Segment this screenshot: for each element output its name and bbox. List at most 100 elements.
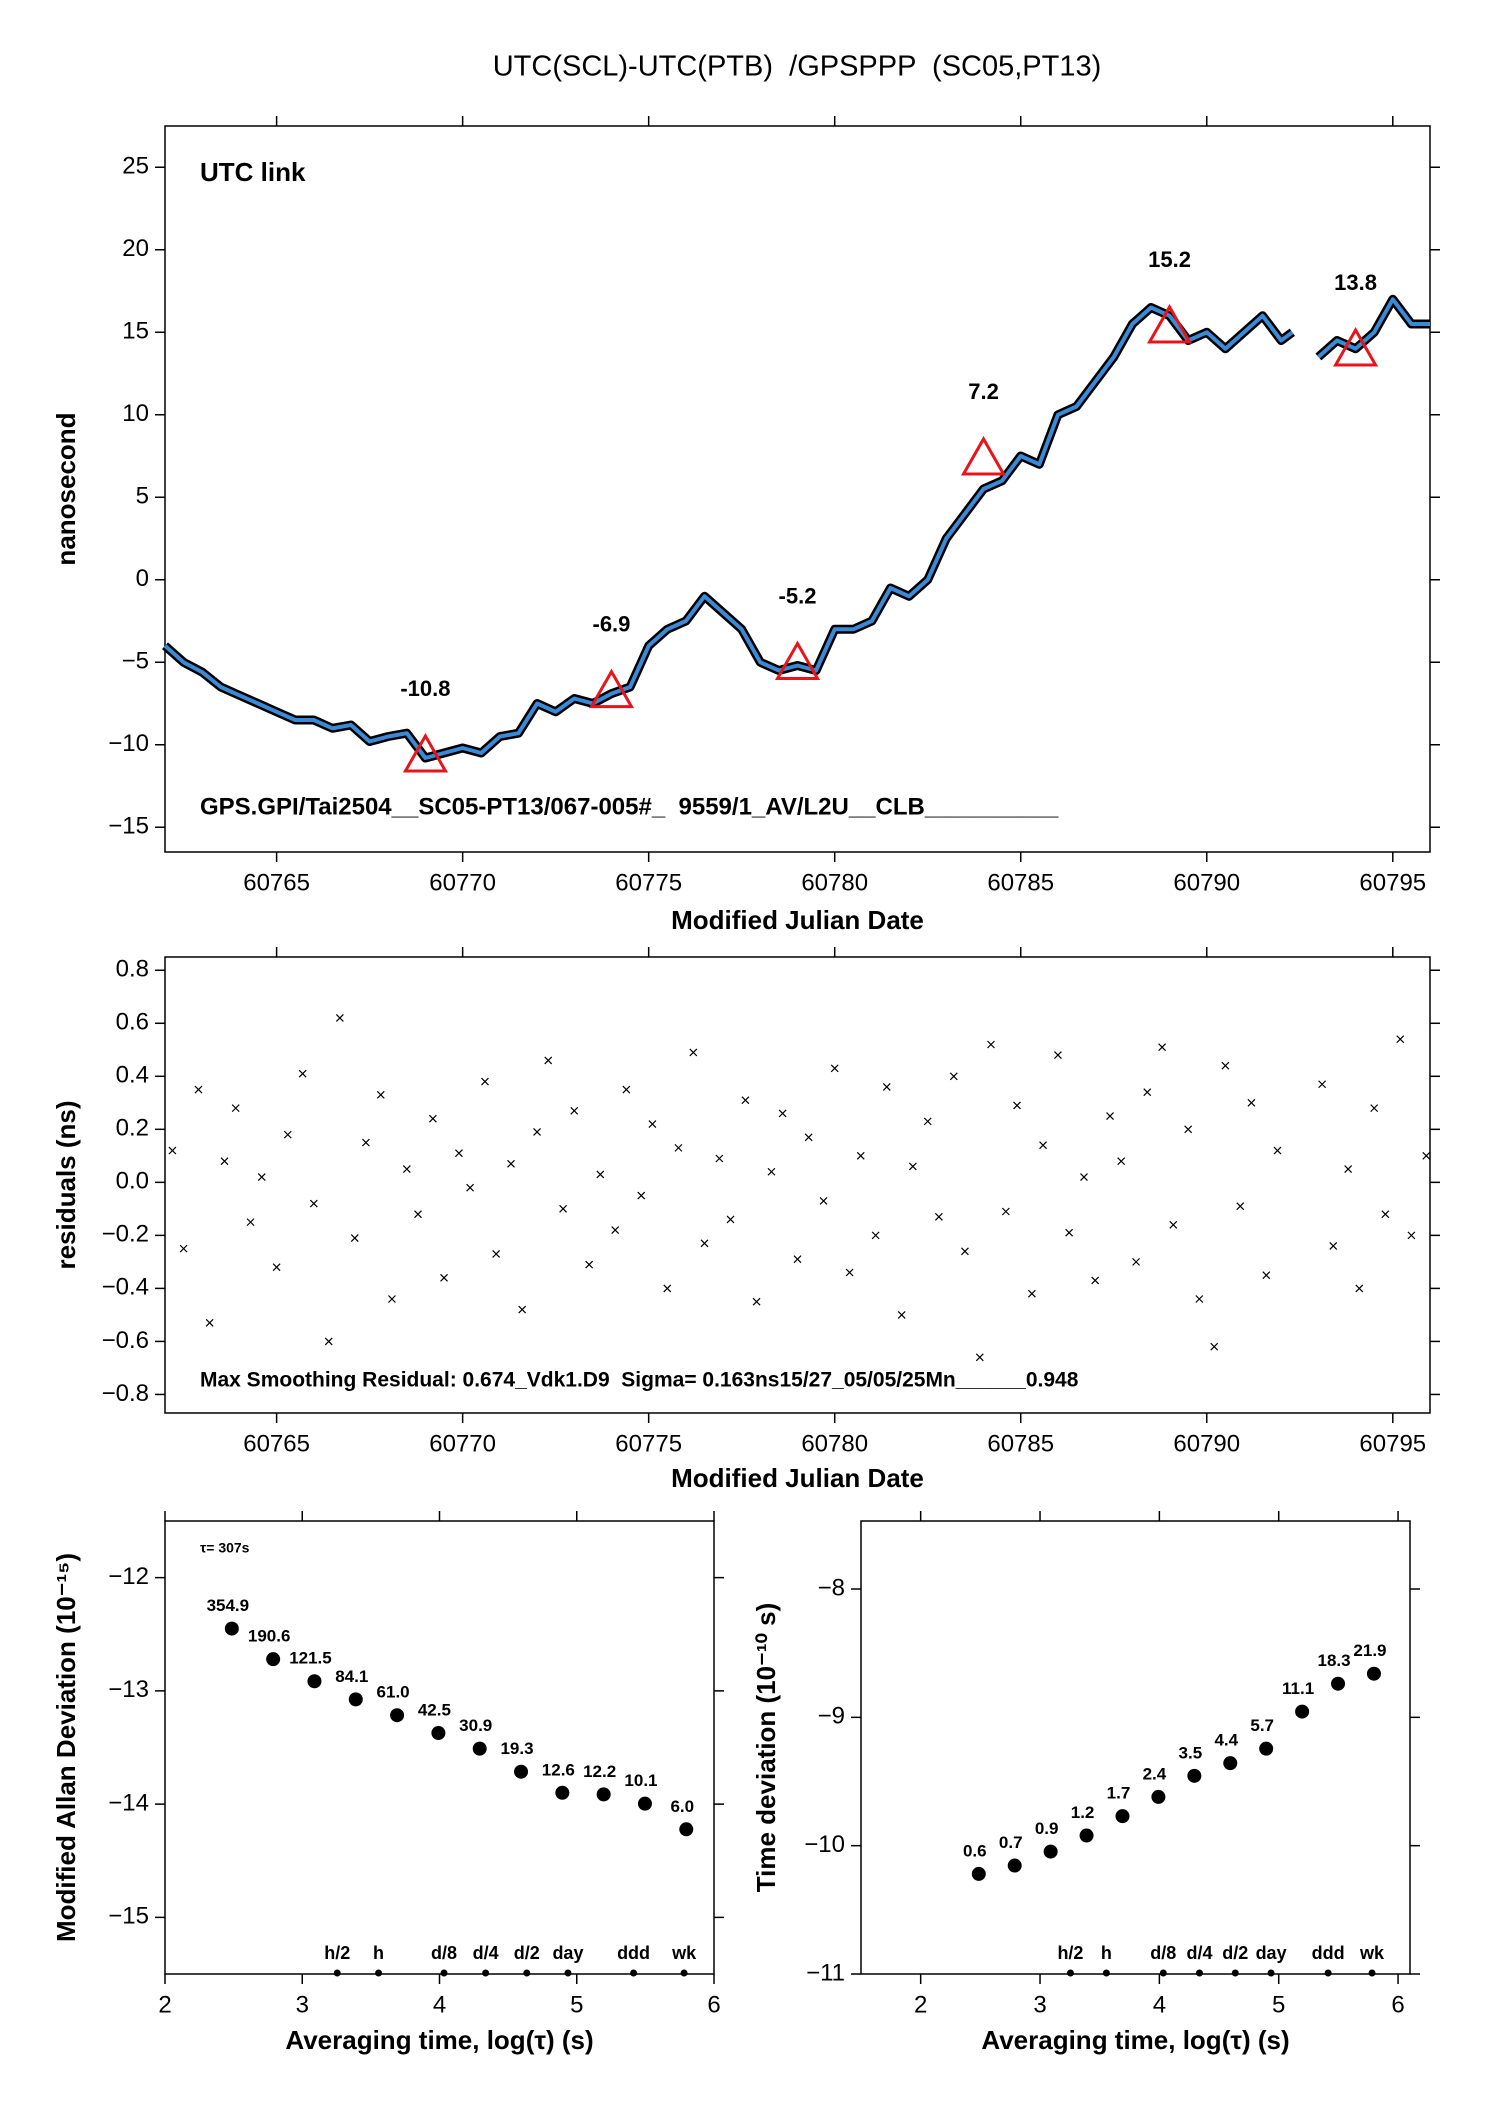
data-label: 21.9 bbox=[1353, 1641, 1386, 1660]
data-label: 18.3 bbox=[1317, 1651, 1350, 1670]
data-label: 61.0 bbox=[377, 1683, 410, 1702]
point bbox=[679, 1822, 694, 1837]
data-label: 3.5 bbox=[1179, 1743, 1203, 1762]
y-tick-label: −9 bbox=[818, 1703, 845, 1730]
point bbox=[231, 1104, 240, 1113]
point bbox=[1331, 1676, 1346, 1691]
y-axis-label: Modified Allan Deviation (10⁻¹⁵) bbox=[51, 1553, 81, 1942]
data-label: 11.1 bbox=[1282, 1679, 1314, 1698]
data-label: 1.2 bbox=[1071, 1803, 1095, 1822]
point bbox=[663, 1284, 672, 1293]
x-tick-label: 6 bbox=[1391, 1991, 1404, 2018]
x-tick-label: 60790 bbox=[1173, 1430, 1240, 1457]
period-label: d/4 bbox=[1186, 1943, 1212, 1963]
point bbox=[949, 1072, 958, 1081]
point bbox=[1106, 1112, 1114, 1120]
x-tick-label: 60765 bbox=[243, 1430, 310, 1457]
x-tick-label: 60795 bbox=[1359, 1430, 1426, 1457]
point bbox=[689, 1048, 698, 1057]
point bbox=[596, 1170, 605, 1179]
x-tick-label: 3 bbox=[296, 1991, 309, 2018]
point bbox=[266, 1652, 281, 1667]
data-label: 354.9 bbox=[207, 1596, 250, 1615]
point bbox=[283, 1130, 292, 1139]
period-label: wk bbox=[671, 1943, 697, 1963]
point bbox=[923, 1117, 932, 1126]
y-axis-label: residuals (ns) bbox=[51, 1100, 81, 1269]
period-marker bbox=[333, 1969, 341, 1977]
point bbox=[1091, 1276, 1100, 1285]
x-tick-label: 60780 bbox=[801, 869, 868, 896]
annotation: UTC link bbox=[200, 157, 306, 187]
point bbox=[1247, 1098, 1256, 1107]
point bbox=[1065, 1228, 1074, 1237]
x-tick-label: 5 bbox=[570, 1991, 583, 2018]
point bbox=[1273, 1146, 1282, 1155]
point bbox=[544, 1056, 553, 1065]
point bbox=[1184, 1125, 1193, 1134]
plot-frame bbox=[164, 1520, 715, 1975]
point bbox=[472, 1741, 487, 1756]
point bbox=[246, 1218, 255, 1227]
period-label: h/2 bbox=[1057, 1943, 1083, 1963]
data-label: 7.2 bbox=[968, 379, 999, 404]
point bbox=[1169, 1220, 1178, 1229]
period-marker bbox=[1195, 1969, 1203, 1977]
y-tick-label: −10 bbox=[804, 1831, 845, 1858]
triangle-marker bbox=[1146, 303, 1193, 344]
y-tick-label: 0 bbox=[136, 565, 149, 592]
x-tick-label: 60785 bbox=[987, 869, 1054, 896]
y-tick-label: −5 bbox=[122, 648, 149, 675]
y-tick-label: 0.6 bbox=[116, 1009, 149, 1036]
point bbox=[1355, 1284, 1364, 1293]
data-label: 30.9 bbox=[459, 1716, 492, 1735]
point bbox=[514, 1764, 529, 1779]
point bbox=[1143, 1088, 1152, 1097]
point bbox=[830, 1064, 839, 1073]
footer-text: GPS.GPI/Tai2504__SC05-PT13/067-005#_ 955… bbox=[200, 793, 1059, 820]
triangle-marker bbox=[960, 435, 1007, 476]
point bbox=[778, 1109, 787, 1118]
point bbox=[819, 1196, 828, 1205]
data-label: -6.9 bbox=[593, 611, 631, 636]
point bbox=[1151, 1789, 1166, 1804]
y-tick-label: −11 bbox=[806, 1959, 845, 1986]
data-label: 190.6 bbox=[248, 1627, 291, 1646]
x-tick-label: 60775 bbox=[615, 869, 682, 896]
y-tick-label: 0.8 bbox=[116, 956, 149, 983]
period-label: d/8 bbox=[431, 1943, 457, 1963]
plot-frame bbox=[860, 1520, 1411, 1975]
point bbox=[431, 1726, 446, 1741]
point bbox=[1223, 1756, 1238, 1771]
period-label: h bbox=[1101, 1943, 1112, 1963]
point bbox=[622, 1085, 631, 1094]
plot-frame bbox=[164, 956, 1431, 1414]
period-marker bbox=[680, 1969, 688, 1977]
point bbox=[388, 1295, 396, 1303]
point bbox=[466, 1183, 475, 1192]
period-marker bbox=[630, 1969, 638, 1977]
data-label: 5.7 bbox=[1250, 1716, 1274, 1735]
period-marker bbox=[564, 1969, 572, 1977]
y-tick-label: −8 bbox=[818, 1574, 845, 1601]
x-tick-label: 60765 bbox=[243, 869, 310, 896]
y-tick-label: 25 bbox=[122, 153, 149, 180]
y-tick-label: 5 bbox=[136, 483, 149, 510]
x-tick-label: 60790 bbox=[1173, 869, 1240, 896]
point bbox=[1054, 1051, 1062, 1060]
data-label: 13.8 bbox=[1334, 270, 1377, 295]
x-tick-label: 4 bbox=[433, 1991, 446, 2018]
point bbox=[908, 1162, 917, 1171]
x-tick-label: 2 bbox=[158, 1991, 171, 2018]
point bbox=[309, 1199, 318, 1208]
x-axis-label: Averaging time, log(τ) (s) bbox=[285, 2025, 593, 2055]
data-label: 4.4 bbox=[1214, 1731, 1238, 1750]
data-label: 10.1 bbox=[624, 1771, 657, 1790]
data-label: 2.4 bbox=[1143, 1764, 1167, 1783]
point bbox=[700, 1239, 709, 1248]
point bbox=[492, 1250, 501, 1258]
data-label: 1.7 bbox=[1107, 1784, 1131, 1803]
plot-frame bbox=[164, 125, 1431, 853]
y-tick-label: −15 bbox=[108, 813, 149, 840]
